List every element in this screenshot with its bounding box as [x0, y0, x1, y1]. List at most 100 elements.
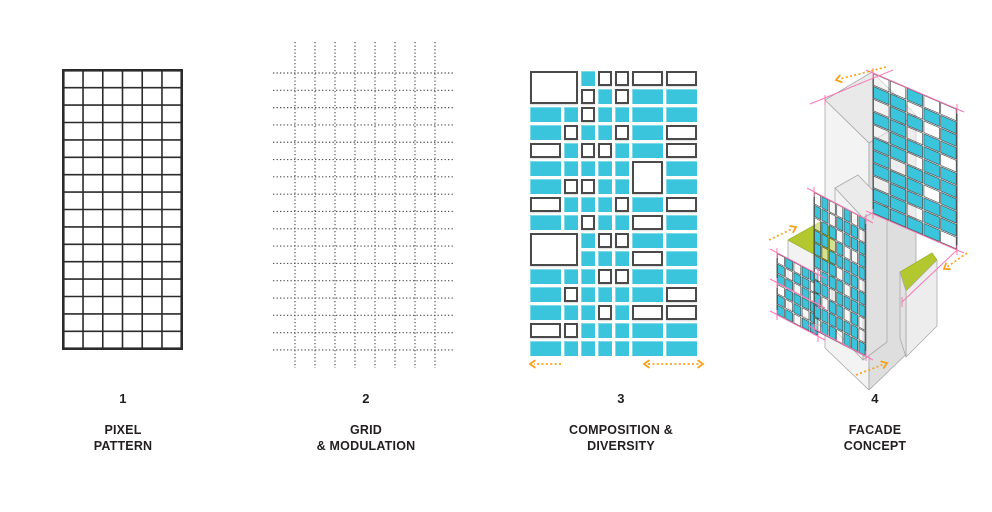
white-panel: [564, 323, 578, 338]
facade-open-cell: [940, 102, 957, 122]
cyan-panel: [666, 161, 697, 176]
facade-cyan-cell: [940, 127, 957, 147]
facade-cyan-cell: [940, 191, 957, 211]
white-panel: [615, 71, 629, 86]
white-panel: [666, 287, 697, 302]
facade-open-cell: [873, 124, 890, 144]
cyan-panel: [598, 287, 612, 302]
cyan-panel: [598, 251, 612, 266]
facade-cyan-cell: [906, 87, 923, 107]
white-panel: [615, 89, 629, 104]
facade-open-cell: [793, 261, 802, 276]
facade-cyan-cell: [814, 229, 821, 246]
white-panel: [581, 215, 595, 230]
facade-cyan-cell: [851, 311, 858, 327]
facade-cyan-cell: [777, 294, 785, 309]
facade-open-cell: [923, 184, 940, 204]
facade-cyan-cell: [940, 217, 957, 237]
cyan-panel: [564, 107, 578, 122]
cyan-panel: [581, 251, 595, 266]
cyan-panel: [598, 161, 612, 176]
facade-open-cell: [821, 246, 829, 262]
white-panel: [632, 215, 663, 230]
cyan-panel: [598, 215, 612, 230]
cyan-panel: [632, 269, 663, 284]
composition-grid: [530, 71, 697, 356]
facade-open-cell: [873, 98, 890, 118]
facade-cyan-cell: [873, 137, 890, 157]
white-panel: [530, 323, 561, 338]
facade-cyan-cell: [889, 208, 907, 228]
facade-cyan-cell: [906, 138, 923, 159]
facade-cyan-cell: [858, 252, 866, 269]
step-4-title-line2: CONCEPT: [843, 438, 907, 453]
facade-open-cell: [843, 307, 851, 324]
merged-white-panel: [632, 161, 663, 194]
facade-cyan-cell: [858, 290, 866, 306]
white-panel: [666, 305, 697, 320]
facade-cyan-cell: [814, 279, 821, 296]
white-panel: [530, 197, 561, 212]
white-panel: [564, 179, 578, 194]
facade-cyan-cell: [821, 208, 829, 225]
cyan-panel: [598, 179, 612, 194]
facade-cyan-cell: [801, 296, 810, 311]
facade-open-cell: [843, 282, 851, 299]
cyan-panel: [564, 215, 578, 230]
cyan-panel: [564, 305, 578, 320]
facade-open-cell: [828, 287, 836, 303]
step-3-title-line1: COMPOSITION &: [569, 423, 673, 437]
cyan-panel: [581, 323, 595, 338]
step-1-title: PIXEL PATTERN: [38, 423, 208, 454]
facade-open-cell: [923, 94, 940, 115]
cyan-panel: [564, 341, 578, 356]
pixel-pattern-grid: [62, 69, 183, 350]
cyan-panel: [632, 197, 663, 212]
cyan-panel: [530, 107, 561, 122]
step-3-title: COMPOSITION & DIVERSITY: [536, 423, 706, 454]
cyan-panel: [581, 71, 595, 86]
white-panel: [666, 143, 697, 158]
guide-line: [769, 278, 826, 309]
white-panel: [666, 71, 697, 86]
facade-cyan-cell: [801, 266, 810, 280]
facade-cyan-cell: [851, 261, 858, 277]
cyan-panel: [632, 233, 663, 248]
step-2-title-line2: & MODULATION: [316, 438, 416, 453]
step-1-title-line1: PIXEL: [104, 423, 142, 437]
dashed-arrow-shaft: [855, 363, 884, 376]
cyan-panel: [666, 341, 697, 356]
cyan-panel: [564, 143, 578, 158]
facade-cyan-cell: [873, 150, 890, 170]
facade-cyan-cell: [828, 274, 836, 291]
facade-cyan-cell: [828, 262, 836, 278]
arrowhead-icon: [697, 359, 705, 369]
cyan-panel: [564, 269, 578, 284]
guide-line: [865, 69, 965, 113]
facade-cyan-cell: [828, 312, 836, 328]
pink-guide-lines: [769, 69, 965, 361]
facade-cyan-cell: [836, 241, 844, 257]
step-2-number: 2: [362, 391, 370, 406]
facade-cyan-cell: [923, 222, 940, 243]
facade-concept-scene: [768, 66, 968, 390]
facade-cyan-cell: [821, 308, 829, 325]
facade-cyan-cell: [906, 164, 923, 184]
cyan-panel: [530, 179, 561, 194]
step-1-label: 1 PIXEL PATTERN: [38, 391, 208, 454]
facade-open-cell: [906, 151, 923, 171]
facade-grid-right: [872, 72, 958, 251]
facade-cyan-cell: [851, 273, 858, 290]
cyan-panel: [666, 233, 697, 248]
facade-cyan-cell: [821, 233, 829, 250]
facade-cyan-cell: [906, 190, 923, 210]
dashed-arrow-shaft: [839, 66, 887, 80]
cyan-panel: [530, 125, 561, 140]
facade-panel-grids: [776, 72, 958, 358]
right-podium-side-face: [899, 271, 907, 358]
facade-open-cell: [851, 248, 858, 265]
facade-cyan-cell: [843, 220, 851, 236]
facade-cyan-cell: [940, 140, 957, 160]
facade-cyan-cell: [889, 93, 907, 113]
facade-cyan-cell: [940, 178, 957, 199]
